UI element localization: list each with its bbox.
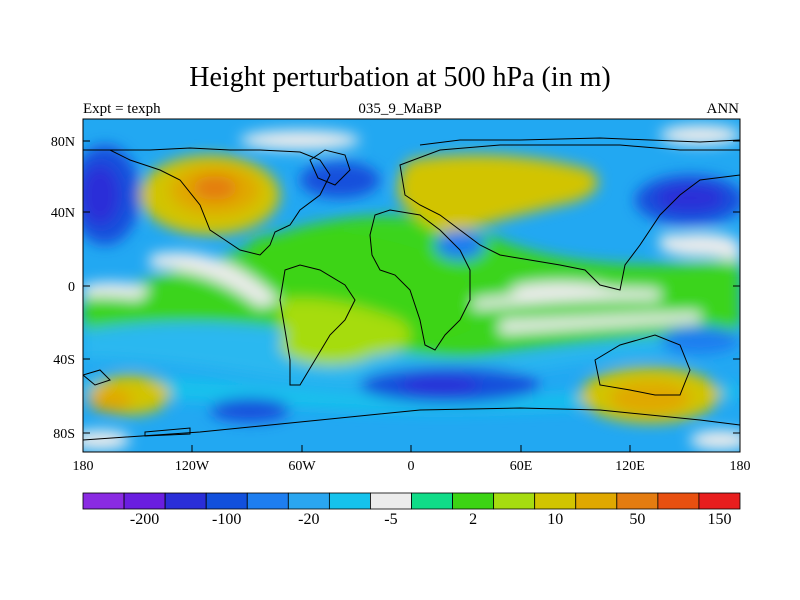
colorbar-swatch — [698, 492, 741, 510]
lon-label-60w: 60W — [288, 459, 316, 474]
lon-label-120w: 120W — [175, 459, 210, 474]
colorbar-swatch — [370, 492, 412, 510]
map-title: Height perturbation at 500 hPa (in m) — [189, 62, 611, 93]
colorbar — [82, 492, 741, 510]
colorbar-label: -200 — [130, 511, 159, 528]
colorbar-swatch — [82, 492, 125, 510]
colorbar-swatch — [246, 492, 289, 510]
colorbar-label: 150 — [707, 511, 731, 528]
colorbar-swatch — [205, 492, 248, 510]
colorbar-label: -100 — [212, 511, 241, 528]
experiment-label: Expt = texph — [83, 101, 161, 117]
height-perturbation-field — [83, 119, 740, 452]
colorbar-swatch — [164, 492, 207, 510]
colorbar-labels: -200 -100 -20 -5 2 10 50 150 — [130, 511, 732, 528]
colorbar-swatch — [534, 492, 577, 510]
axis-tick-marks — [83, 140, 740, 452]
colorbar-label: -5 — [384, 511, 397, 528]
colorbar-swatch — [328, 492, 371, 510]
lon-label-180e: 180 — [730, 459, 751, 474]
colorbar-swatch — [657, 492, 700, 510]
colorbar-label: 10 — [547, 511, 563, 528]
lon-label-60e: 60E — [510, 459, 533, 474]
colorbar-swatch — [452, 492, 495, 510]
lon-label-120e: 120E — [615, 459, 645, 474]
colorbar-swatch — [493, 492, 536, 510]
lat-label-80n: 80N — [51, 135, 75, 150]
season-label: ANN — [706, 101, 740, 117]
colorbar-swatch — [616, 492, 659, 510]
lat-label-40s: 40S — [53, 353, 75, 368]
colorbar-swatch — [123, 492, 166, 510]
colorbar-swatch — [287, 492, 330, 510]
lon-label-180w: 180 — [73, 459, 94, 474]
colorbar-swatch — [575, 492, 618, 510]
colorbar-label: -20 — [298, 511, 319, 528]
lon-label-0: 0 — [408, 459, 415, 474]
lat-label-40n: 40N — [51, 206, 75, 221]
lat-label-0: 0 — [68, 280, 75, 295]
coastlines — [83, 137, 740, 441]
lat-label-80s: 80S — [53, 427, 75, 442]
run-label: 035_9_MaBP — [358, 101, 442, 117]
colorbar-label: 50 — [629, 511, 645, 528]
colorbar-swatch — [411, 492, 453, 510]
colorbar-label: 2 — [469, 511, 477, 528]
